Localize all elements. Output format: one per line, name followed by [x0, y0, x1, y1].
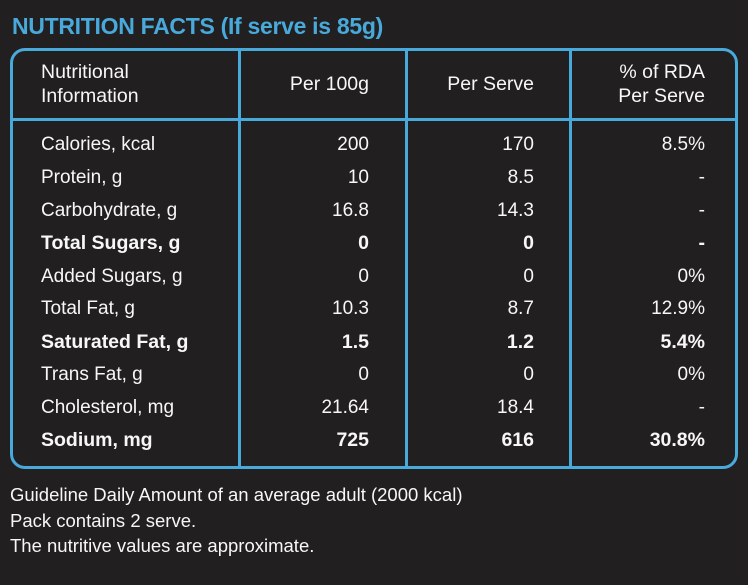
nutrient-label: Trans Fat, g: [41, 363, 143, 385]
per-100g-value: 0: [358, 265, 369, 287]
table-row: Cholesterol, mg 21.64 18.4 -: [13, 391, 735, 424]
per-serve-value: 14.3: [497, 199, 534, 221]
per-100g-value: 16.8: [332, 199, 369, 221]
rda-percent-value: -: [698, 232, 706, 255]
per-serve-value: 170: [502, 134, 534, 156]
nutrient-label: Total Fat, g: [41, 298, 135, 320]
per-100g-value: 21.64: [321, 396, 369, 418]
per-100g-value: 725: [336, 429, 369, 452]
footnote-line: Guideline Daily Amount of an average adu…: [10, 484, 463, 505]
nutrient-label: Cholesterol, mg: [41, 396, 175, 418]
rda-percent-value: 5.4%: [660, 330, 705, 353]
nutrient-label: Protein, g: [41, 167, 123, 189]
nutrient-label: Saturated Fat, g: [41, 330, 189, 353]
table-row: Total Fat, g 10.3 8.7 12.9%: [13, 293, 735, 326]
per-serve-value: 0: [523, 363, 534, 385]
per-serve-value: 616: [501, 429, 534, 452]
column-divider: [569, 51, 572, 466]
per-100g-value: 10: [347, 167, 369, 189]
per-100g-value: 0: [358, 232, 369, 255]
table-row: Trans Fat, g 0 0 0%: [13, 359, 735, 392]
table-row: Carbohydrate, g 16.8 14.3 -: [13, 195, 735, 228]
rda-percent-value: 8.5%: [661, 134, 705, 156]
header-nutritional-information: Nutritional Information: [41, 60, 139, 107]
rda-percent-value: -: [698, 396, 705, 418]
table-row: Protein, g 10 8.5 -: [13, 162, 735, 195]
nutrient-label: Calories, kcal: [41, 134, 156, 156]
per-100g-value: 1.5: [341, 330, 369, 353]
nutrient-label: Carbohydrate, g: [41, 199, 178, 221]
column-divider: [405, 51, 408, 466]
header-divider: [13, 118, 735, 121]
nutrient-label: Sodium, mg: [41, 429, 153, 452]
per-serve-value: 8.7: [507, 298, 534, 320]
nutrient-label: Added Sugars, g: [41, 265, 183, 287]
table-row: Calories, kcal 200 170 8.5%: [13, 129, 735, 162]
rda-percent-value: 0%: [677, 363, 705, 385]
nutrition-facts-table: Nutritional Information Per 100g Per Ser…: [10, 48, 738, 469]
per-100g-value: 200: [337, 134, 369, 156]
footnotes: Guideline Daily Amount of an average adu…: [10, 482, 738, 559]
column-divider: [238, 51, 241, 466]
header-per-100g: Per 100g: [289, 72, 369, 95]
page-title: NUTRITION FACTS (If serve is 85g): [12, 13, 383, 39]
rda-percent-value: 30.8%: [649, 429, 705, 452]
header-rda-per-serve: % of RDA Per Serve: [618, 60, 705, 107]
per-100g-value: 0: [358, 363, 369, 385]
table-row: Added Sugars, g 0 0 0%: [13, 260, 735, 293]
table-body: Calories, kcal 200 170 8.5% Protein, g 1…: [13, 118, 735, 457]
header-per-serve: Per Serve: [447, 72, 534, 95]
nutrient-label: Total Sugars, g: [41, 232, 181, 255]
table-header-row: Nutritional Information Per 100g Per Ser…: [13, 51, 735, 118]
rda-percent-value: -: [698, 167, 705, 189]
table-row: Total Sugars, g 0 0 -: [13, 227, 735, 260]
per-serve-value: 0: [523, 265, 534, 287]
rda-percent-value: -: [698, 199, 705, 221]
per-serve-value: 8.5: [507, 167, 534, 189]
per-100g-value: 10.3: [332, 298, 369, 320]
per-serve-value: 1.2: [506, 330, 534, 353]
footnote-line: The nutritive values are approximate.: [10, 535, 315, 556]
rda-percent-value: 0%: [677, 265, 705, 287]
table-row: Saturated Fat, g 1.5 1.2 5.4%: [13, 326, 735, 359]
table-row: Sodium, mg 725 616 30.8%: [13, 424, 735, 457]
per-serve-value: 0: [523, 232, 534, 255]
footnote-line: Pack contains 2 serve.: [10, 509, 197, 531]
rda-percent-value: 12.9%: [651, 298, 705, 320]
per-serve-value: 18.4: [497, 396, 534, 418]
